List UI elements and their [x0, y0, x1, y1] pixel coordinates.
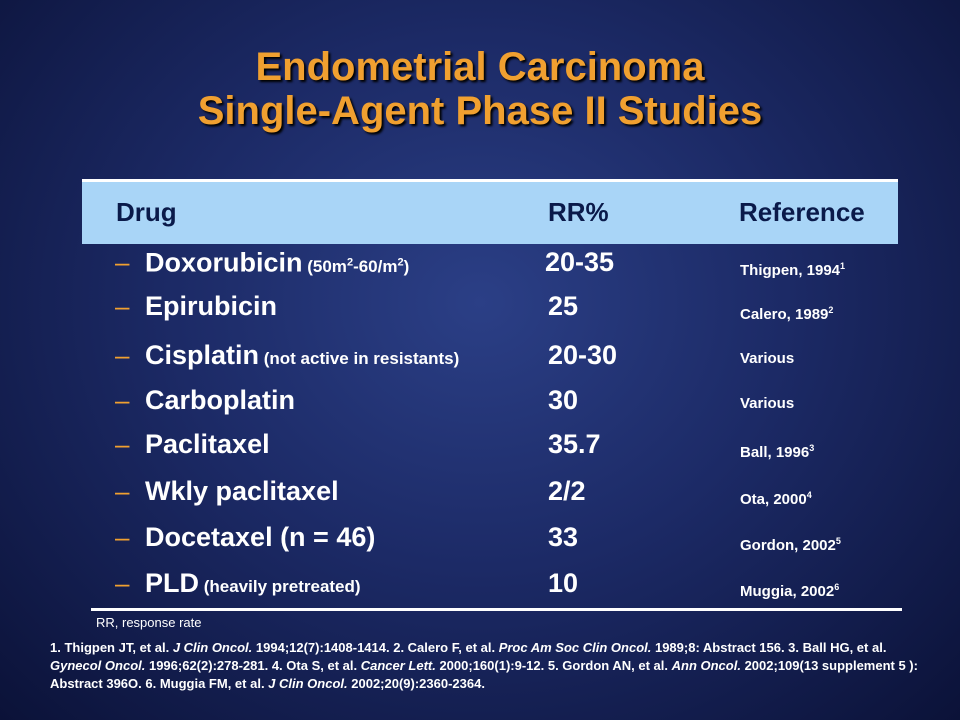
response-rate: 20-30 — [548, 340, 618, 370]
reference: Various — [740, 395, 795, 412]
bullet-dash: – — [115, 476, 130, 506]
table-row: – Docetaxel (n = 46) 33 Gordon, 20025 — [0, 517, 960, 561]
reference: Various — [740, 350, 795, 367]
table-row: – Doxorubicin (50m2-60/m2) 20-35 Thigpen… — [0, 242, 960, 286]
drug-name: Wkly paclitaxel — [145, 476, 339, 506]
title-line-2: Single-Agent Phase II Studies — [197, 89, 763, 133]
reference: Muggia, 20026 — [740, 582, 840, 600]
references-block: 1. Thigpen JT, et al. J Clin Oncol. 1994… — [50, 640, 918, 691]
header-drug: Drug — [116, 197, 177, 227]
response-rate: 35.7 — [548, 429, 601, 459]
header-reference: Reference — [739, 197, 865, 227]
drug-name: Cisplatin (not active in resistants) — [145, 340, 460, 370]
header-rr: RR% — [548, 197, 609, 227]
bullet-dash: – — [115, 568, 130, 598]
slide-title: Endometrial Carcinoma Single-Agent Phase… — [0, 45, 960, 133]
table-header: Drug RR% Reference — [82, 182, 898, 244]
abbreviation-footnote: RR, response rate — [96, 615, 202, 630]
bullet-dash: – — [115, 247, 130, 277]
drug-name: PLD (heavily pretreated) — [145, 568, 361, 598]
drug-name: Docetaxel (n = 46) — [145, 522, 376, 552]
bullet-dash: – — [115, 340, 130, 370]
response-rate: 33 — [548, 522, 579, 552]
response-rate: 30 — [548, 385, 579, 415]
drug-name: Carboplatin — [145, 385, 296, 415]
bullet-dash: – — [115, 522, 130, 552]
bullet-dash: – — [115, 385, 130, 415]
reference: Calero, 19892 — [740, 305, 834, 323]
drug-name: Doxorubicin (50m2-60/m2) — [145, 247, 410, 278]
response-rate: 25 — [548, 291, 579, 321]
title-line-1: Endometrial Carcinoma — [255, 45, 705, 89]
table-top-rule — [82, 179, 898, 182]
table-row: – PLD (heavily pretreated) 10 Muggia, 20… — [0, 563, 960, 607]
drug-name: Paclitaxel — [145, 429, 270, 459]
table-row: – Wkly paclitaxel 2/2 Ota, 20004 — [0, 471, 960, 515]
reference: Ball, 19963 — [740, 443, 815, 461]
response-rate: 10 — [548, 568, 579, 598]
response-rate: 20-35 — [545, 247, 615, 277]
reference: Thigpen, 19941 — [740, 261, 846, 279]
reference: Gordon, 20025 — [740, 536, 841, 554]
table-row: – Paclitaxel 35.7 Ball, 19963 — [0, 424, 960, 468]
table-row: – Carboplatin 30 Various — [0, 380, 960, 424]
bullet-dash: – — [115, 429, 130, 459]
reference: Ota, 20004 — [740, 490, 812, 508]
table-bottom-rule — [91, 608, 902, 611]
table-row: – Epirubicin 25 Calero, 19892 — [0, 286, 960, 330]
bullet-dash: – — [115, 291, 130, 321]
drug-name: Epirubicin — [145, 291, 278, 321]
response-rate: 2/2 — [548, 476, 586, 506]
table-row: – Cisplatin (not active in resistants) 2… — [0, 335, 960, 379]
